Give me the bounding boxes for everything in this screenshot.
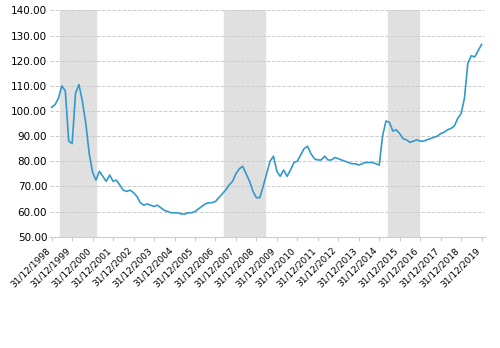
Bar (224, 10, 265, 237)
Bar (60, 10, 96, 237)
Bar (388, 10, 418, 237)
